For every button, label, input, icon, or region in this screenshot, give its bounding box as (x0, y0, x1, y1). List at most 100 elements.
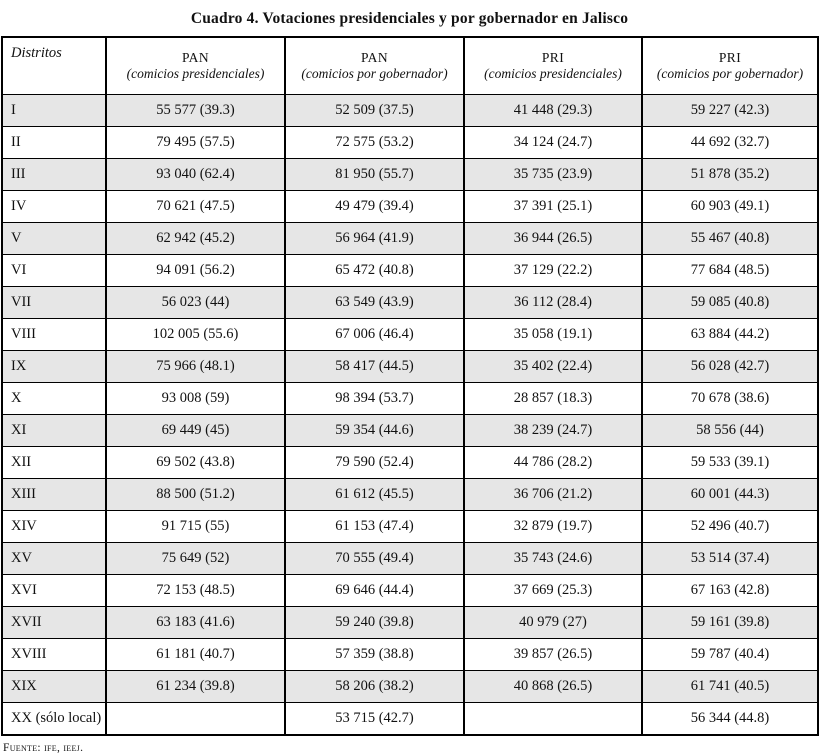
district-cell: IV (1, 190, 107, 223)
column-header-pri-presidencial: PRI (comicios presidenciales) (463, 36, 643, 95)
table-row: VII 56 023 (44) 63 549 (43.9) 36 112 (28… (1, 286, 819, 319)
table-row: XV 75 649 (52) 70 555 (49.4) 35 743 (24.… (1, 542, 819, 575)
pri-presidencial-cell: 40 868 (26.5) (463, 670, 643, 703)
pri-gobernador-cell: 59 161 (39.8) (641, 606, 819, 639)
table-row: XVII 63 183 (41.6) 59 240 (39.8) 40 979 … (1, 606, 819, 639)
pan-gobernador-cell: 57 359 (38.8) (284, 638, 465, 671)
pri-gobernador-cell: 67 163 (42.8) (641, 574, 819, 607)
pri-gobernador-cell: 59 787 (40.4) (641, 638, 819, 671)
pan-presidencial-cell: 69 449 (45) (105, 414, 286, 447)
pri-gobernador-cell: 51 878 (35.2) (641, 158, 819, 191)
votaciones-table: Distritos PAN (comicios presidenciales) … (1, 36, 819, 736)
pri-gobernador-cell: 61 741 (40.5) (641, 670, 819, 703)
pri-presidencial-cell: 44 786 (28.2) (463, 446, 643, 479)
column-header-pri-gobernador: PRI (comicios por gobernador) (641, 36, 819, 95)
column-header-pan-gobernador: PAN (comicios por gobernador) (284, 36, 465, 95)
district-cell: VIII (1, 318, 107, 351)
district-cell: XVIII (1, 638, 107, 671)
district-cell: XV (1, 542, 107, 575)
pri-presidencial-cell: 37 391 (25.1) (463, 190, 643, 223)
table-row: IX 75 966 (48.1) 58 417 (44.5) 35 402 (2… (1, 350, 819, 383)
table-row: IV 70 621 (47.5) 49 479 (39.4) 37 391 (2… (1, 190, 819, 223)
pri-presidencial-cell: 28 857 (18.3) (463, 382, 643, 415)
pri-gobernador-cell: 58 556 (44) (641, 414, 819, 447)
table-row: XX (sólo local) 53 715 (42.7) 56 344 (44… (1, 702, 819, 736)
pri-presidencial-cell: 41 448 (29.3) (463, 94, 643, 127)
pan-presidencial-cell: 69 502 (43.8) (105, 446, 286, 479)
pan-gobernador-cell: 72 575 (53.2) (284, 126, 465, 159)
table-row: XVI 72 153 (48.5) 69 646 (44.4) 37 669 (… (1, 574, 819, 607)
table-row: XII 69 502 (43.8) 79 590 (52.4) 44 786 (… (1, 446, 819, 479)
district-cell: V (1, 222, 107, 255)
pri-presidencial-cell: 35 743 (24.6) (463, 542, 643, 575)
pri-gobernador-cell: 55 467 (40.8) (641, 222, 819, 255)
pri-presidencial-cell (463, 702, 643, 736)
table-row: VIII 102 005 (55.6) 67 006 (46.4) 35 058… (1, 318, 819, 351)
pan-presidencial-cell: 75 649 (52) (105, 542, 286, 575)
pan-presidencial-cell (105, 702, 286, 736)
pri-gobernador-cell: 77 684 (48.5) (641, 254, 819, 287)
pri-gobernador-cell: 44 692 (32.7) (641, 126, 819, 159)
pan-gobernador-cell: 98 394 (53.7) (284, 382, 465, 415)
pan-gobernador-cell: 70 555 (49.4) (284, 542, 465, 575)
district-cell: III (1, 158, 107, 191)
page-title: Cuadro 4. Votaciones presidenciales y po… (190, 10, 629, 27)
header-row: Distritos PAN (comicios presidenciales) … (1, 36, 819, 95)
pan-gobernador-cell: 58 417 (44.5) (284, 350, 465, 383)
pan-gobernador-cell: 58 206 (38.2) (284, 670, 465, 703)
pan-presidencial-cell: 102 005 (55.6) (105, 318, 286, 351)
column-label-distritos: Distritos (11, 45, 62, 61)
table-body: I 55 577 (39.3) 52 509 (37.5) 41 448 (29… (1, 94, 819, 736)
district-cell: XI (1, 414, 107, 447)
pri-presidencial-cell: 34 124 (24.7) (463, 126, 643, 159)
table-row: I 55 577 (39.3) 52 509 (37.5) 41 448 (29… (1, 94, 819, 127)
table-row: XIX 61 234 (39.8) 58 206 (38.2) 40 868 (… (1, 670, 819, 703)
pri-gobernador-cell: 70 678 (38.6) (641, 382, 819, 415)
pan-presidencial-cell: 79 495 (57.5) (105, 126, 286, 159)
pri-gobernador-cell: 59 533 (39.1) (641, 446, 819, 479)
pan-gobernador-cell: 52 509 (37.5) (284, 94, 465, 127)
pri-presidencial-cell: 38 239 (24.7) (463, 414, 643, 447)
table-row: V 62 942 (45.2) 56 964 (41.9) 36 944 (26… (1, 222, 819, 255)
pan-presidencial-cell: 55 577 (39.3) (105, 94, 286, 127)
pri-presidencial-cell: 35 402 (22.4) (463, 350, 643, 383)
pan-presidencial-cell: 62 942 (45.2) (105, 222, 286, 255)
pri-gobernador-cell: 59 085 (40.8) (641, 286, 819, 319)
district-cell: XIII (1, 478, 107, 511)
district-cell: XX (sólo local) (1, 702, 107, 736)
pan-gobernador-cell: 63 549 (43.9) (284, 286, 465, 319)
pan-presidencial-cell: 93 008 (59) (105, 382, 286, 415)
district-cell: IX (1, 350, 107, 383)
pri-presidencial-cell: 39 857 (26.5) (463, 638, 643, 671)
pan-presidencial-cell: 61 181 (40.7) (105, 638, 286, 671)
pan-gobernador-cell: 67 006 (46.4) (284, 318, 465, 351)
table-row: XIV 91 715 (55) 61 153 (47.4) 32 879 (19… (1, 510, 819, 543)
pan-presidencial-cell: 94 091 (56.2) (105, 254, 286, 287)
table-row: XIII 88 500 (51.2) 61 612 (45.5) 36 706 … (1, 478, 819, 511)
pan-presidencial-cell: 72 153 (48.5) (105, 574, 286, 607)
pri-presidencial-cell: 37 129 (22.2) (463, 254, 643, 287)
pri-presidencial-cell: 35 058 (19.1) (463, 318, 643, 351)
pri-presidencial-cell: 32 879 (19.7) (463, 510, 643, 543)
pri-gobernador-cell: 59 227 (42.3) (641, 94, 819, 127)
pri-presidencial-cell: 35 735 (23.9) (463, 158, 643, 191)
column-sublabel-pri-gobernador: (comicios por gobernador) (656, 66, 804, 81)
pri-presidencial-cell: 36 944 (26.5) (463, 222, 643, 255)
district-cell: XVI (1, 574, 107, 607)
pan-presidencial-cell: 93 040 (62.4) (105, 158, 286, 191)
column-label-pan-gobernador: PAN (361, 50, 388, 65)
pan-gobernador-cell: 59 240 (39.8) (284, 606, 465, 639)
column-label-pri-gobernador: PRI (718, 50, 742, 65)
pri-gobernador-cell: 60 903 (49.1) (641, 190, 819, 223)
pri-presidencial-cell: 36 706 (21.2) (463, 478, 643, 511)
district-cell: VII (1, 286, 107, 319)
pri-gobernador-cell: 60 001 (44.3) (641, 478, 819, 511)
pri-gobernador-cell: 52 496 (40.7) (641, 510, 819, 543)
pan-gobernador-cell: 61 153 (47.4) (284, 510, 465, 543)
table-row: VI 94 091 (56.2) 65 472 (40.8) 37 129 (2… (1, 254, 819, 287)
table-row: XVIII 61 181 (40.7) 57 359 (38.8) 39 857… (1, 638, 819, 671)
district-cell: XII (1, 446, 107, 479)
pri-gobernador-cell: 56 028 (42.7) (641, 350, 819, 383)
pan-gobernador-cell: 49 479 (39.4) (284, 190, 465, 223)
pri-gobernador-cell: 63 884 (44.2) (641, 318, 819, 351)
